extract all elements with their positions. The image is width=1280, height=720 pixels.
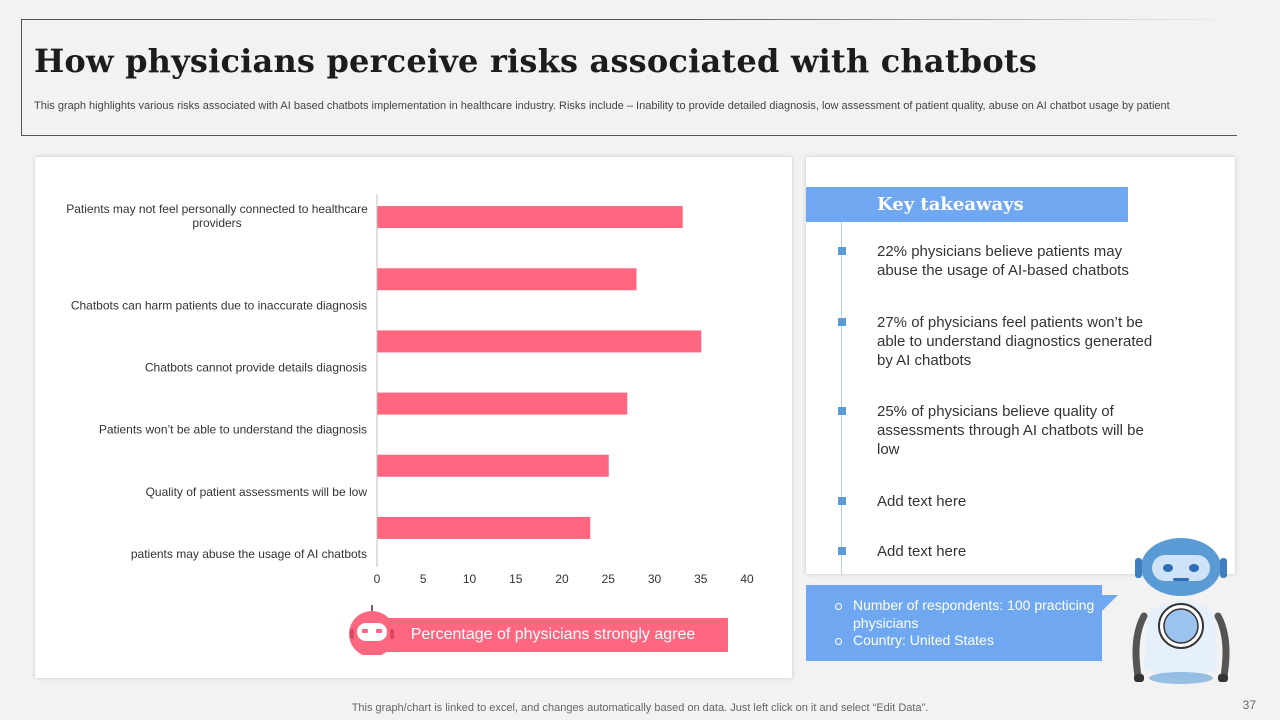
square-bullet-icon — [838, 247, 846, 255]
footer-note: This graph/chart is linked to excel, and… — [351, 702, 929, 714]
timeline-line — [841, 222, 842, 574]
chart-panel[interactable]: Patients may not feel personally connect… — [35, 157, 792, 678]
bar-chart[interactable]: Patients may not feel personally connect… — [35, 157, 792, 597]
x-tick-label: 5 — [420, 572, 427, 586]
chart-legend: Percentage of physicians strongly agree — [348, 605, 730, 655]
x-tick-label: 0 — [374, 572, 381, 586]
takeaway-text: 25% of physicians believe quality of ass… — [877, 403, 1144, 458]
x-tick-label: 30 — [648, 572, 662, 586]
respondents-info: Number of respondents: 100 practicing ph… — [835, 597, 1102, 632]
square-bullet-icon — [838, 497, 846, 505]
key-takeaways-header: Key takeaways — [806, 187, 1128, 222]
x-tick-label: 40 — [740, 572, 754, 586]
legend-label: Percentage of physicians strongly agree — [378, 618, 728, 652]
category-label: Patients may not feel personally connect… — [66, 202, 368, 230]
x-tick-label: 20 — [555, 572, 569, 586]
x-tick-label: 25 — [602, 572, 616, 586]
survey-info-box: Number of respondents: 100 practicing ph… — [806, 585, 1118, 661]
bar[interactable] — [377, 516, 591, 539]
takeaway-text[interactable]: Add text here — [877, 543, 967, 560]
category-label: Quality of patient assessments will be l… — [146, 485, 368, 499]
category-label: Chatbots can harm patients due to inaccu… — [71, 298, 367, 312]
square-bullet-icon — [838, 547, 846, 555]
bar[interactable] — [377, 454, 609, 477]
square-bullet-icon — [838, 318, 846, 326]
robot-head-icon — [349, 605, 395, 655]
robot-mascot-icon — [1132, 538, 1230, 684]
page-subtitle: This graph highlights various risks asso… — [34, 100, 1170, 112]
title-box: How physicians perceive risks associated… — [21, 19, 1237, 136]
takeaway-text: 22% physicians believe patients may abus… — [877, 243, 1129, 279]
x-tick-label: 35 — [694, 572, 708, 586]
x-tick-label: 15 — [509, 572, 523, 586]
bar[interactable] — [377, 206, 683, 229]
x-tick-label: 10 — [463, 572, 477, 586]
category-label: Patients won’t be able to understand the… — [99, 423, 367, 437]
takeaway-text: 27% of physicians feel patients won’t be… — [877, 314, 1153, 369]
takeaways-panel — [806, 157, 1235, 574]
page-number: 37 — [1242, 698, 1256, 712]
category-label: Chatbots cannot provide details diagnosi… — [145, 360, 367, 374]
takeaway-text[interactable]: Add text here — [877, 493, 967, 510]
square-bullet-icon — [838, 407, 846, 415]
page-title: How physicians perceive risks associated… — [34, 42, 1038, 80]
bar[interactable] — [377, 330, 702, 353]
country-info: Country: United States — [835, 632, 1102, 650]
bar[interactable] — [377, 392, 628, 415]
category-label: patients may abuse the usage of AI chatb… — [131, 547, 367, 561]
bar[interactable] — [377, 268, 637, 291]
